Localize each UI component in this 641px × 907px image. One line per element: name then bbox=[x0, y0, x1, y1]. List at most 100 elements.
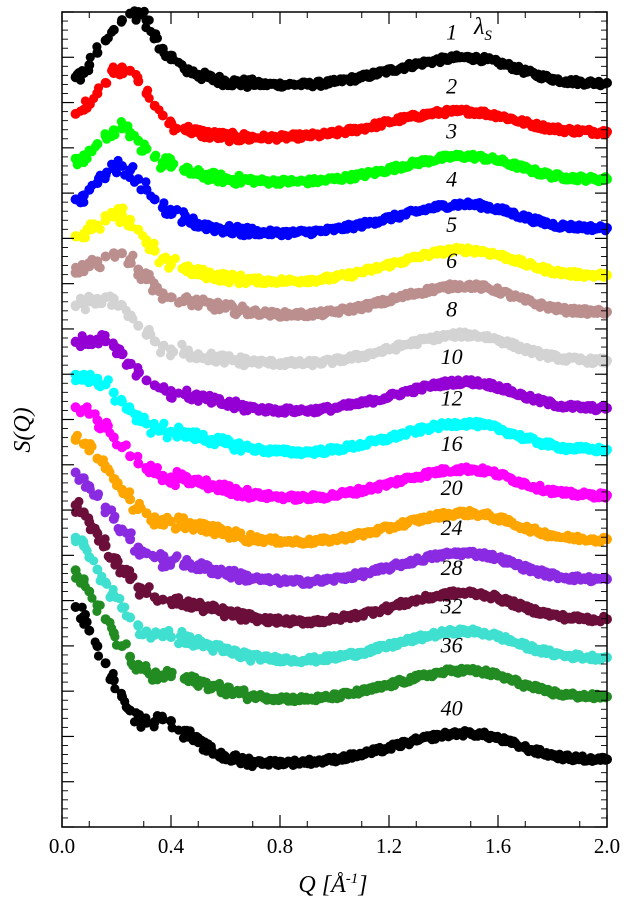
data-point bbox=[79, 197, 89, 207]
data-point bbox=[129, 130, 140, 141]
data-point bbox=[118, 203, 128, 213]
data-point bbox=[164, 625, 174, 636]
data-point bbox=[159, 418, 169, 428]
data-point bbox=[144, 245, 154, 255]
series-5 bbox=[70, 203, 612, 289]
data-point bbox=[87, 180, 97, 190]
data-point bbox=[121, 611, 131, 621]
data-point bbox=[128, 250, 138, 260]
data-point bbox=[157, 162, 167, 172]
data-point bbox=[118, 69, 128, 79]
data-point bbox=[146, 330, 156, 340]
data-point bbox=[89, 556, 99, 566]
data-point bbox=[128, 314, 138, 324]
data-point bbox=[133, 451, 143, 461]
data-point bbox=[120, 602, 130, 612]
data-point bbox=[95, 600, 105, 610]
data-point bbox=[159, 340, 169, 350]
data-point bbox=[75, 75, 86, 85]
data-point bbox=[121, 440, 131, 450]
data-point bbox=[136, 274, 146, 285]
data-point bbox=[136, 185, 146, 195]
data-point bbox=[139, 412, 149, 422]
data-point bbox=[600, 130, 611, 140]
data-point bbox=[154, 258, 164, 268]
data-point bbox=[111, 640, 122, 650]
data-point bbox=[90, 142, 100, 152]
data-point bbox=[97, 298, 107, 309]
data-point bbox=[85, 52, 95, 62]
data-point bbox=[113, 556, 123, 567]
series-1 bbox=[70, 6, 612, 92]
data-point bbox=[172, 123, 182, 134]
data-point bbox=[113, 155, 123, 166]
data-point bbox=[116, 17, 126, 27]
data-point bbox=[144, 93, 154, 103]
data-point bbox=[143, 85, 153, 95]
data-point bbox=[87, 593, 97, 603]
data-point bbox=[110, 252, 120, 262]
data-point bbox=[100, 251, 111, 262]
data-point bbox=[156, 348, 166, 358]
data-point bbox=[100, 330, 110, 340]
data-point bbox=[121, 639, 131, 649]
data-point bbox=[107, 623, 117, 633]
data-point bbox=[128, 572, 138, 582]
data-point bbox=[108, 387, 119, 398]
series-3 bbox=[70, 117, 612, 189]
data-point bbox=[108, 293, 118, 303]
data-point bbox=[600, 79, 611, 89]
data-point bbox=[600, 572, 611, 582]
data-point bbox=[600, 358, 611, 368]
data-point bbox=[169, 159, 179, 169]
data-point bbox=[90, 409, 100, 419]
data-point bbox=[152, 33, 162, 43]
series-2 bbox=[70, 62, 612, 147]
data-point bbox=[113, 478, 123, 488]
data-point bbox=[149, 238, 159, 248]
data-point bbox=[136, 503, 146, 513]
data-point bbox=[146, 428, 156, 438]
data-point bbox=[138, 546, 148, 556]
data-point bbox=[108, 584, 118, 595]
data-point bbox=[82, 402, 92, 412]
data-point bbox=[102, 78, 112, 88]
data-point bbox=[167, 667, 177, 677]
data-point bbox=[80, 233, 90, 243]
data-point bbox=[115, 594, 125, 604]
data-point bbox=[80, 305, 90, 315]
data-point bbox=[162, 433, 172, 443]
data-point bbox=[116, 394, 126, 404]
data-point bbox=[600, 269, 611, 279]
data-point bbox=[152, 596, 162, 606]
data-point bbox=[74, 496, 84, 507]
data-point bbox=[123, 121, 133, 131]
data-point bbox=[110, 130, 120, 140]
data-point bbox=[170, 253, 180, 264]
data-point bbox=[72, 430, 82, 440]
data-point bbox=[144, 582, 154, 592]
data-point bbox=[133, 72, 143, 82]
data-point bbox=[82, 154, 92, 164]
data-point bbox=[82, 546, 92, 556]
data-point bbox=[174, 593, 184, 603]
data-point bbox=[139, 139, 149, 149]
data-point bbox=[77, 66, 87, 76]
data-point bbox=[103, 375, 113, 385]
data-point bbox=[93, 83, 104, 93]
data-point bbox=[100, 534, 110, 544]
data-point bbox=[84, 513, 94, 523]
data-point bbox=[92, 42, 102, 52]
data-point bbox=[116, 215, 126, 225]
data-point bbox=[84, 65, 94, 76]
data-point bbox=[600, 447, 611, 457]
series-8 bbox=[70, 291, 612, 371]
data-point bbox=[129, 177, 140, 187]
data-point bbox=[118, 348, 128, 359]
data-point bbox=[151, 337, 161, 347]
data-point bbox=[93, 339, 104, 349]
data-point bbox=[162, 512, 172, 522]
data-point bbox=[102, 167, 112, 177]
data-point bbox=[167, 292, 177, 302]
data-point bbox=[92, 527, 102, 537]
